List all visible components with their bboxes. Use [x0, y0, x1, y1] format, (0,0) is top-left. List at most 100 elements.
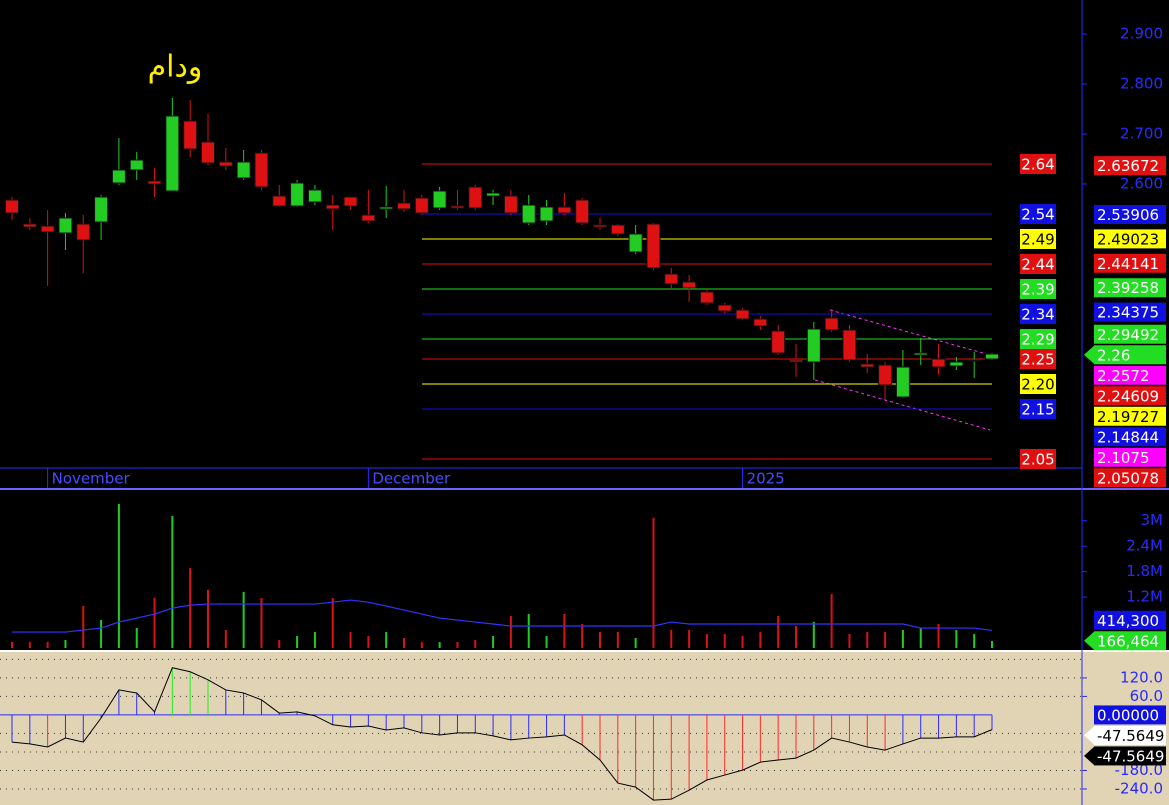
- candle-body: [771, 330, 786, 354]
- value-marker-label: 2.19727: [1097, 408, 1159, 426]
- candle-body: [824, 317, 839, 331]
- value-marker-label: 414,300: [1097, 612, 1159, 630]
- candle-body: [414, 197, 429, 214]
- candle-body: [290, 182, 305, 207]
- candle-body: [949, 361, 964, 367]
- level-label-box: [1020, 374, 1056, 394]
- y-tick-label: 2.900: [1120, 25, 1163, 43]
- value-marker: [1094, 302, 1166, 322]
- level-label-box: [1020, 399, 1056, 419]
- value-marker: [1094, 746, 1166, 766]
- oscillator-line: [11, 667, 993, 801]
- level-label: 2.29: [1021, 331, 1054, 349]
- level-label-box: [1020, 329, 1056, 349]
- level-label: 2.54: [1021, 206, 1054, 224]
- value-marker: [1094, 156, 1166, 176]
- y-tick-label: 2.4M: [1126, 537, 1163, 555]
- candle-body: [361, 214, 376, 222]
- value-marker-label: 2.24609: [1097, 387, 1159, 405]
- y-tick-label: -180.0: [1115, 761, 1163, 779]
- candle-body: [450, 205, 465, 209]
- candle-body: [967, 359, 982, 362]
- candle-body: [717, 304, 732, 312]
- current-value-arrow: [1084, 345, 1094, 364]
- candle-body: [94, 196, 109, 223]
- level-label: 2.05: [1021, 451, 1054, 469]
- candle-body: [503, 195, 518, 214]
- candle-body: [111, 169, 126, 184]
- candle-body: [895, 366, 910, 398]
- level-label-box: [1020, 154, 1056, 174]
- level-label: 2.64: [1021, 156, 1054, 174]
- value-marker: [1094, 610, 1166, 630]
- value-marker-label: 2.34375: [1097, 304, 1159, 322]
- current-value-arrow: [1084, 631, 1094, 650]
- level-label-box: [1020, 349, 1056, 369]
- y-tick-label: 1.8M: [1126, 562, 1163, 580]
- candle-body: [325, 204, 340, 210]
- candle-body: [379, 206, 394, 210]
- trend-line: [814, 379, 991, 431]
- value-marker-label: -47.5649: [1097, 747, 1164, 765]
- level-label: 2.15: [1021, 401, 1054, 419]
- value-marker: [1094, 447, 1166, 467]
- candle-body: [468, 186, 483, 209]
- value-marker-label: 2.63672: [1097, 157, 1159, 175]
- value-marker-label: 2.39258: [1097, 279, 1159, 297]
- date-label: November: [52, 470, 131, 488]
- candle-body: [610, 224, 625, 235]
- y-tick-label: 2.600: [1120, 175, 1163, 193]
- candle-body: [878, 364, 893, 386]
- level-label-box: [1020, 229, 1056, 249]
- candle-body: [646, 223, 661, 269]
- candle-body: [343, 196, 358, 207]
- candle-body: [272, 195, 287, 207]
- value-marker: [1094, 278, 1166, 298]
- candle-body: [985, 353, 999, 360]
- candle-body: [147, 180, 162, 185]
- value-marker-label: 2.26: [1097, 346, 1130, 364]
- level-label: 2.39: [1021, 281, 1054, 299]
- level-label-box: [1020, 204, 1056, 224]
- value-marker: [1094, 229, 1166, 249]
- value-marker: [1094, 406, 1166, 426]
- y-tick-label: 120.0: [1120, 668, 1163, 686]
- candle-body: [699, 291, 714, 304]
- candle-body: [539, 206, 554, 222]
- candle-body: [307, 189, 322, 203]
- level-label: 2.44: [1021, 256, 1054, 274]
- candle-body: [521, 204, 536, 224]
- y-tick-label: -240.0: [1115, 779, 1163, 797]
- value-marker-label: 2.05078: [1097, 469, 1159, 487]
- current-value-arrow: [1084, 726, 1094, 745]
- value-marker-label: 166,464: [1097, 632, 1159, 650]
- level-label: 2.25: [1021, 351, 1054, 369]
- level-label-box: [1020, 449, 1056, 469]
- value-marker-label: 2.2572: [1097, 367, 1150, 385]
- candle-body: [165, 115, 180, 192]
- candle-body: [58, 217, 73, 234]
- candle-body: [236, 161, 251, 179]
- candle-body: [557, 206, 572, 214]
- value-marker: [1094, 725, 1166, 745]
- candle-body: [486, 192, 501, 197]
- y-tick-label: 1.2M: [1126, 588, 1163, 606]
- value-marker: [1094, 345, 1166, 365]
- y-tick-label: 2.700: [1120, 125, 1163, 143]
- candle-body: [76, 223, 91, 241]
- value-marker-label: 2.49023: [1097, 230, 1159, 248]
- y-tick-label: 2.800: [1120, 75, 1163, 93]
- level-label-box: [1020, 279, 1056, 299]
- trend-line: [829, 309, 991, 356]
- candle-body: [753, 318, 768, 327]
- candle-body: [40, 225, 55, 233]
- candle-body: [129, 159, 144, 171]
- candle-body: [789, 359, 803, 363]
- level-label: 2.49: [1021, 231, 1054, 249]
- value-marker-label: 0.00000: [1097, 706, 1159, 724]
- value-marker: [1094, 468, 1166, 488]
- value-marker-label: 2.29492: [1097, 326, 1159, 344]
- value-marker: [1094, 705, 1166, 725]
- oscillator-background: [0, 652, 1169, 805]
